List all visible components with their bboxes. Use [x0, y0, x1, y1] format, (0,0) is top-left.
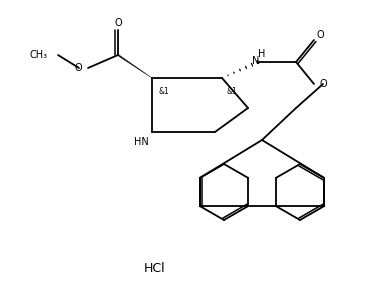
Text: &1: &1 [227, 86, 238, 96]
Text: CH₃: CH₃ [30, 50, 48, 60]
Text: HN: HN [134, 137, 149, 147]
Text: O: O [74, 63, 82, 73]
Text: H: H [258, 49, 266, 59]
Text: O: O [316, 30, 324, 40]
Text: N: N [252, 56, 260, 66]
Text: O: O [320, 79, 328, 89]
Text: O: O [114, 18, 122, 28]
Polygon shape [117, 54, 152, 78]
Text: &1: &1 [159, 86, 170, 96]
Text: HCl: HCl [144, 261, 166, 275]
